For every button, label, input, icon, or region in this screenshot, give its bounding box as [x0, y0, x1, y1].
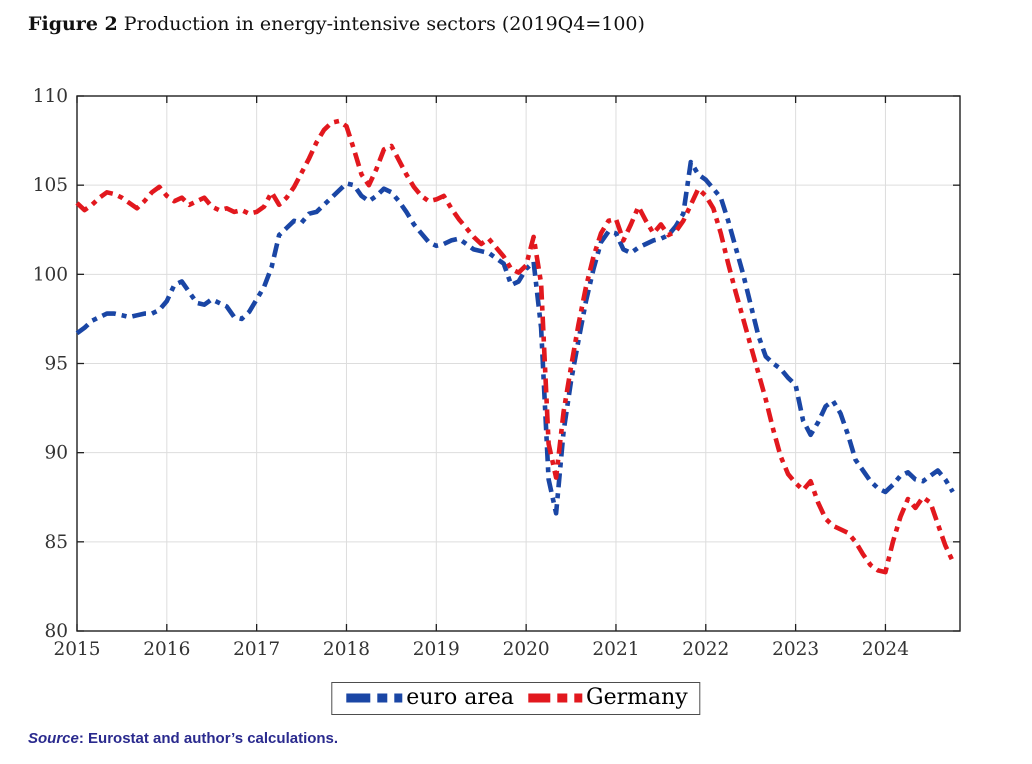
x-tick-label: 2019: [413, 639, 460, 660]
figure-title-text: Production in energy-intensive sectors (…: [117, 13, 645, 35]
y-tick-label: 90: [44, 443, 68, 464]
chart-legend: euro area Germany: [331, 682, 701, 715]
x-tick-label: 2021: [592, 639, 639, 660]
y-tick-label: 105: [33, 175, 68, 196]
legend-item-euro-area: euro area: [344, 685, 514, 710]
legend-label-euro-area: euro area: [406, 685, 515, 710]
x-tick-label: 2024: [862, 639, 909, 660]
y-tick-label: 100: [33, 264, 68, 285]
y-tick-label: 80: [44, 621, 68, 642]
y-tick-label: 85: [44, 532, 68, 553]
x-tick-label: 2022: [682, 639, 729, 660]
legend-item-germany: Germany: [526, 685, 688, 710]
figure-title: Figure 2 Production in energy-intensive …: [28, 13, 645, 35]
x-tick-label: 2015: [53, 639, 100, 660]
euro-area-line-sample: [346, 693, 403, 702]
x-tick-label: 2020: [503, 639, 550, 660]
figure-number: Figure 2: [28, 13, 118, 35]
germany-line-sample: [528, 693, 583, 702]
series-line-euro-area: [75, 159, 955, 516]
x-tick-label: 2017: [233, 639, 280, 660]
legend-label-germany: Germany: [586, 685, 688, 710]
source-text: : Eurostat and author’s calculations.: [78, 730, 339, 747]
x-tick-label: 2018: [323, 639, 370, 660]
series-line-Germany: [75, 118, 955, 575]
source-prefix: Source: [28, 730, 79, 747]
x-tick-label: 2016: [143, 639, 190, 660]
y-tick-label: 110: [33, 86, 68, 107]
source-note: Source: Eurostat and author’s calculatio…: [28, 730, 338, 747]
x-tick-label: 2023: [772, 639, 819, 660]
y-tick-label: 95: [44, 354, 68, 375]
